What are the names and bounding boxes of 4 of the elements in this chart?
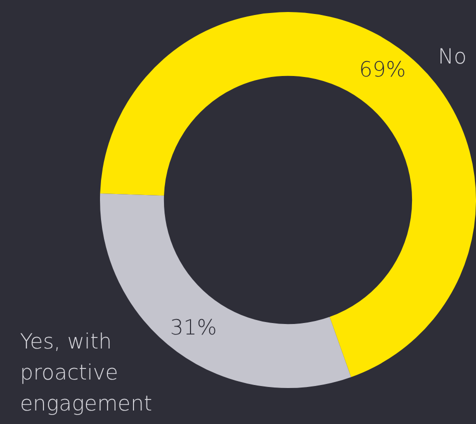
slice-label: Yes, with proactive engagement <box>20 329 152 416</box>
slice-label: No <box>438 44 467 68</box>
data-label: 31% <box>170 316 217 340</box>
data-label: 69% <box>359 57 406 82</box>
